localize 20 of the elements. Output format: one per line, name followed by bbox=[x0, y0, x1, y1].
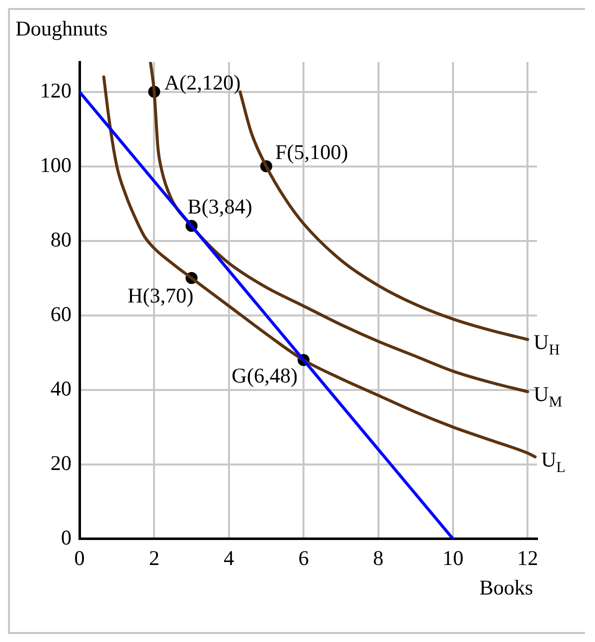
y-axis-title: Doughnuts bbox=[16, 16, 108, 41]
annotation: G(6,48) bbox=[232, 364, 298, 388]
y-tick-label: 100 bbox=[40, 152, 72, 177]
annotation: A(2,120) bbox=[164, 70, 241, 94]
annotation: B(3,84) bbox=[188, 194, 252, 218]
annotation: H(3,70) bbox=[128, 284, 194, 308]
x-tick-label: 6 bbox=[298, 546, 309, 570]
y-tick-label: 120 bbox=[40, 78, 72, 102]
annotation: F(5,100) bbox=[275, 140, 348, 164]
y-tick-label: 80 bbox=[50, 227, 72, 252]
y-tick-label: 20 bbox=[50, 450, 72, 475]
y-tick-label: 60 bbox=[50, 302, 72, 326]
y-tick-label: 0 bbox=[61, 525, 72, 550]
x-tick-label: 12 bbox=[517, 546, 538, 570]
x-tick-label: 2 bbox=[148, 546, 160, 570]
x-tick-label: 8 bbox=[373, 546, 384, 570]
y-tick-label: 40 bbox=[50, 376, 72, 400]
x-tick-label: 4 bbox=[224, 546, 235, 570]
x-axis-title: Books bbox=[479, 575, 533, 600]
x-tick-label: 10 bbox=[442, 546, 464, 570]
